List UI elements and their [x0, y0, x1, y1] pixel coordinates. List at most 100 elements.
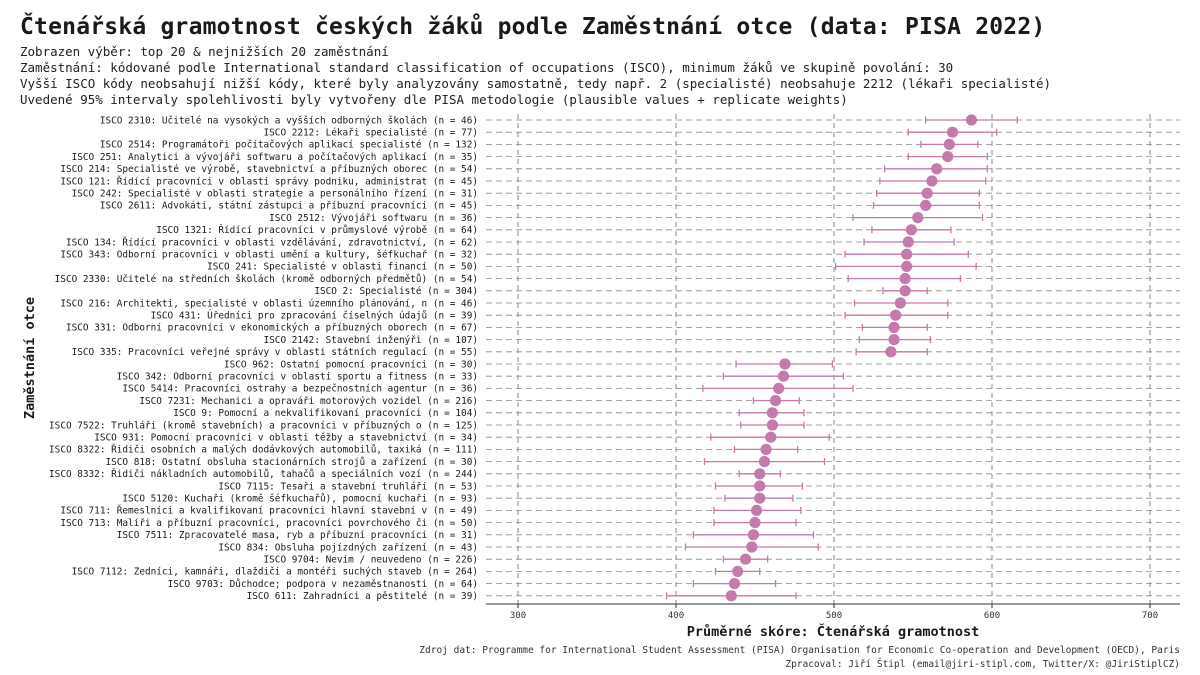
- mean-point: [888, 321, 900, 333]
- row-label-layer: ISCO 2310: Učitelé na vysokých a vyšších…: [49, 115, 478, 602]
- caption-author: Zpracoval: Jiří Štipl (email@jiri-stipl.…: [785, 659, 1180, 670]
- row-label: ISCO 242: Specialisté v oblasti strategi…: [72, 189, 478, 200]
- row-label: ISCO 2142: Stavební inženýři (n = 107): [264, 335, 478, 346]
- chart-title: Čtenářská gramotnost českých žáků podle …: [20, 14, 1046, 40]
- row-label: ISCO 711: Řemeslníci a kvalifikovaní pra…: [60, 505, 478, 517]
- row-label: ISCO 2611: Advokáti, státní zástupci a p…: [100, 201, 478, 212]
- mean-point: [773, 382, 785, 394]
- row-label: ISCO 611: Zahradníci a pěstitelé (n = 39…: [247, 591, 478, 602]
- row-label: ISCO 931: Pomocní pracovníci v oblasti t…: [94, 433, 478, 444]
- x-tick-label: 700: [1142, 611, 1158, 621]
- mean-point: [888, 334, 900, 346]
- x-tick-label: 500: [826, 611, 842, 621]
- mean-point: [732, 565, 744, 578]
- row-label: ISCO 2512: Vývojáři softwaru (n = 36): [269, 213, 478, 224]
- x-tick-label: 400: [668, 611, 684, 621]
- y-axis-title: Zaměstnání otce: [22, 297, 38, 419]
- row-label: ISCO 2330: Učitelé na středních školách …: [55, 274, 478, 285]
- mean-point: [766, 407, 778, 419]
- row-label: ISCO 962: Ostatní pomocní pracovníci (n …: [224, 359, 478, 370]
- row-label: ISCO 7112: Zedníci, kamnáři, dlaždiči a …: [72, 567, 478, 578]
- row-label: ISCO 9704: Nevím / neuvedeno (n = 226): [264, 555, 478, 566]
- mean-point: [754, 468, 766, 480]
- row-label: ISCO 8332: Řidiči nákladních automobilů,…: [49, 468, 478, 480]
- row-label: ISCO 7115: Tesaři a stavební truhláři (n…: [218, 481, 478, 492]
- row-label: ISCO 2310: Učitelé na vysokých a vyšších…: [100, 115, 478, 126]
- row-label: ISCO 251: Analytici a vývojáři softwaru …: [72, 152, 478, 163]
- mean-point: [754, 492, 766, 504]
- mean-point: [728, 578, 741, 590]
- row-label: ISCO 7511: Zpracovatelé masa, ryb a příb…: [117, 530, 478, 541]
- row-label: ISCO 818: Ostatní obsluha stacionárních …: [105, 457, 478, 468]
- grid-layer: [486, 114, 1180, 604]
- mean-point: [921, 187, 933, 199]
- mean-point: [746, 541, 758, 553]
- mean-point: [899, 273, 911, 285]
- row-label: ISCO 121: Řídící pracovníci v oblasti sp…: [60, 175, 478, 187]
- row-label: ISCO 1321: Řídící pracovníci v průmyslov…: [156, 224, 478, 236]
- caption-source: Zdroj dat: Programme for International S…: [419, 645, 1180, 656]
- mean-point: [885, 346, 897, 358]
- row-label: ISCO 713: Malíři a příbuzní pracovníci, …: [60, 518, 478, 529]
- row-label: ISCO 342: Odborní pracovníci v oblasti s…: [117, 372, 478, 383]
- mean-point: [766, 419, 778, 431]
- errorbar-layer: [665, 116, 1018, 600]
- row-label: ISCO 2212: Lékaři specialisté (n = 77): [264, 128, 478, 139]
- mean-point: [765, 431, 777, 443]
- subtitle-line-3: Vyšší ISCO kódy neobsahují nižší kódy, k…: [20, 76, 1052, 91]
- row-label: ISCO 335: Pracovníci veřejné správy v ob…: [72, 347, 478, 358]
- row-label: ISCO 7231: Mechanici a opraváři motorový…: [139, 396, 478, 407]
- mean-point: [749, 517, 761, 529]
- mean-point: [750, 504, 763, 516]
- mean-point: [901, 260, 913, 272]
- mean-point: [739, 553, 752, 565]
- row-label: ISCO 216: Architekti, specialisté v obla…: [60, 298, 478, 309]
- mean-point: [754, 480, 766, 492]
- mean-point: [942, 151, 954, 163]
- row-label: ISCO 7522: Truhláři (kromě stavebních) a…: [49, 420, 478, 431]
- mean-point: [777, 370, 790, 382]
- mean-point: [779, 358, 791, 370]
- mean-point: [890, 309, 902, 321]
- mean-point: [725, 590, 737, 602]
- row-label: ISCO 9703: Důchodce; podpora v nezaměstn…: [168, 579, 478, 590]
- mean-point: [769, 395, 782, 407]
- row-label: ISCO 5120: Kuchaři (kromě šéfkuchařů), p…: [122, 494, 478, 505]
- row-label: ISCO 241: Specialisté v oblasti financí …: [207, 262, 478, 273]
- mean-point: [946, 126, 959, 138]
- row-label: ISCO 8322: Řidiči osobních a malých dodá…: [49, 444, 478, 456]
- mean-point: [901, 248, 913, 260]
- row-label: ISCO 5414: Pracovníci ostrahy a bezpečno…: [122, 384, 478, 395]
- mean-point: [943, 138, 955, 150]
- subtitle-line-1: Zobrazen výběr: top 20 & nejnižších 20 z…: [20, 44, 389, 59]
- row-label: ISCO 214: Specialisté ve výrobě, stavebn…: [60, 164, 478, 175]
- mean-point: [912, 212, 924, 224]
- row-label: ISCO 2514: Programátoři počítačových apl…: [100, 140, 478, 151]
- mean-point: [894, 297, 906, 309]
- row-label: ISCO 9: Pomocní a nekvalifikovaní pracov…: [173, 408, 478, 419]
- mean-point: [747, 529, 760, 541]
- row-label: ISCO 331: Odborní pracovníci v ekonomick…: [66, 323, 478, 334]
- row-label: ISCO 134: Řídící pracovníci v oblasti vz…: [66, 236, 478, 248]
- mean-point: [931, 163, 943, 175]
- x-axis-title: Průměrné skóre: Čtenářská gramotnost: [687, 622, 980, 640]
- x-tick-label: 600: [984, 611, 1000, 621]
- x-tick-label: 300: [510, 611, 526, 621]
- mean-point: [902, 236, 914, 248]
- point-layer: [725, 114, 978, 602]
- mean-point: [760, 443, 772, 455]
- mean-point: [920, 199, 932, 211]
- row-label: ISCO 343: Odborní pracovníci v oblasti u…: [60, 250, 478, 261]
- row-label: ISCO 2: Specialisté (n = 304): [314, 286, 478, 297]
- mean-point: [758, 456, 771, 468]
- subtitle-line-4: Uvedené 95% intervaly spolehlivosti byly…: [20, 92, 848, 107]
- mean-point: [926, 175, 938, 187]
- mean-point: [899, 285, 911, 297]
- row-label: ISCO 834: Obsluha pojízdných zařízení (n…: [218, 542, 478, 553]
- row-label: ISCO 431: Úředníci pro zpracování číseln…: [151, 310, 478, 322]
- x-tick-layer: 300 400 500 600 700: [510, 604, 1158, 621]
- mean-point: [965, 114, 978, 126]
- mean-point: [905, 224, 918, 236]
- subtitle-line-2: Zaměstnání: kódované podle International…: [20, 60, 954, 75]
